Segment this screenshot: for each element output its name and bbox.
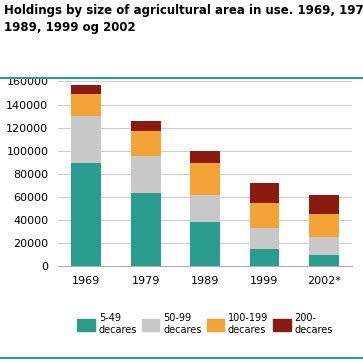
Bar [250,228,280,249]
Bar [250,203,280,228]
Bar [72,163,101,266]
Bar [72,85,101,94]
Bar [131,156,160,193]
Bar [131,121,160,131]
Bar [72,94,101,116]
Bar [309,214,339,237]
Bar [131,131,160,156]
Bar [131,193,160,266]
Bar [190,222,220,266]
Bar [309,194,339,214]
Bar [72,116,101,163]
Bar [190,163,220,194]
Bar [250,183,280,203]
Text: Holdings by size of agricultural area in use. 1969, 1979,
1989, 1999 og 2002: Holdings by size of agricultural area in… [4,4,363,34]
Bar [190,194,220,222]
Bar [309,237,339,254]
Bar [309,254,339,266]
Legend: 5-49
decares, 50-99
decares, 100-199
decares, 200-
decares: 5-49 decares, 50-99 decares, 100-199 dec… [73,310,337,339]
Bar [190,151,220,163]
Bar [250,249,280,266]
